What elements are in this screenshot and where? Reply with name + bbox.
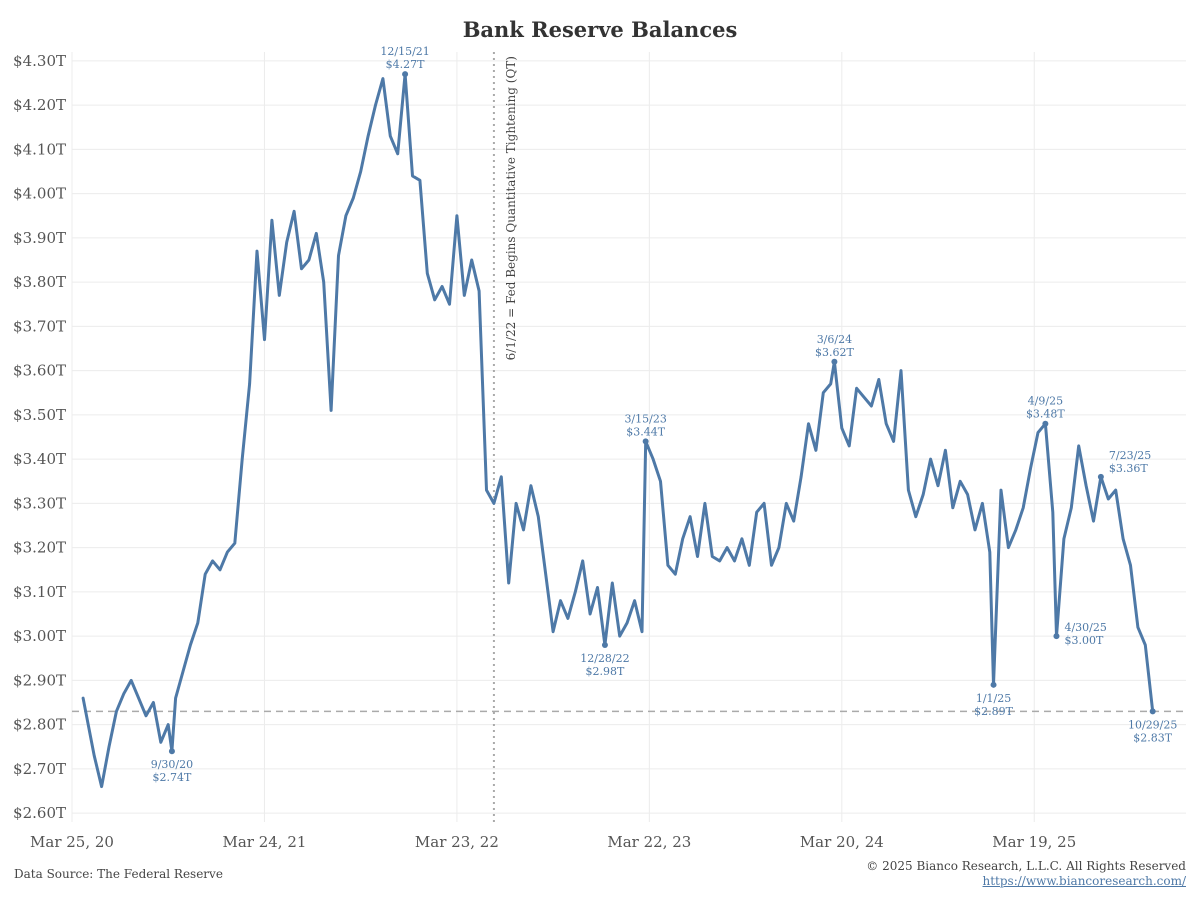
- y-tick-label: $4.00T: [13, 185, 66, 203]
- annotation-point: [1097, 473, 1104, 480]
- chart-title: Bank Reserve Balances: [463, 17, 738, 42]
- y-tick-label: $3.90T: [13, 229, 66, 247]
- x-tick-label: Mar 20, 24: [800, 833, 884, 851]
- x-tick-label: Mar 23, 22: [415, 833, 499, 851]
- annotation-value: $2.83T: [1133, 731, 1172, 744]
- annotation-value: $3.36T: [1109, 462, 1148, 475]
- annotation-date: 12/15/21: [380, 45, 429, 58]
- annotation-date: 4/9/25: [1028, 395, 1063, 408]
- annotation-value: $3.44T: [626, 425, 665, 438]
- annotation-point: [831, 358, 838, 365]
- x-tick-label: Mar 25, 20: [30, 833, 114, 851]
- y-tick-label: $4.30T: [13, 52, 66, 70]
- annotation-point: [1053, 633, 1060, 640]
- grid-layer: [71, 52, 1186, 822]
- annotation-date: 10/29/25: [1128, 718, 1177, 731]
- y-tick-label: $3.40T: [13, 450, 66, 468]
- annotation-point: [601, 641, 608, 648]
- annotation-date: 4/30/25: [1064, 621, 1106, 634]
- y-tick-label: $4.20T: [13, 96, 66, 114]
- annotation-date: 7/23/25: [1109, 449, 1151, 462]
- y-tick-label: $3.20T: [13, 539, 66, 557]
- website-link[interactable]: https://www.biancoresearch.com/: [982, 874, 1186, 888]
- annotation-value: $2.74T: [153, 771, 192, 784]
- y-tick-label: $2.80T: [13, 716, 66, 734]
- x-axis-ticks: Mar 25, 20 Mar 24, 21 Mar 23, 22 Mar 22, 23…: [30, 833, 1076, 851]
- y-tick-label: $3.50T: [13, 406, 66, 424]
- annotation-value: $3.00T: [1064, 634, 1103, 647]
- y-tick-label: $3.80T: [13, 273, 66, 291]
- series-line-reserve-balances: [81, 72, 1155, 789]
- y-tick-label: $3.70T: [13, 317, 66, 335]
- annotation-point: [1149, 708, 1156, 715]
- annotation-date: 12/28/22: [580, 652, 629, 665]
- annotation-date: 1/1/25: [976, 692, 1011, 705]
- annotation-point: [1042, 420, 1049, 427]
- y-tick-label: $2.90T: [13, 671, 66, 689]
- annotation-point: [402, 71, 409, 78]
- y-tick-label: $4.10T: [13, 140, 66, 158]
- y-tick-label: $3.10T: [13, 583, 66, 601]
- annotation-date: 3/15/23: [624, 412, 666, 425]
- y-tick-label: $3.60T: [13, 362, 66, 380]
- reference-lines: 6/1/22 = Fed Begins Quantitative Tighten…: [72, 52, 1186, 822]
- annotation-value: $3.48T: [1026, 408, 1065, 421]
- annotation-value: $4.27T: [386, 58, 425, 71]
- annotations: 9/30/20$2.74T 12/15/21$4.27T 12/28/22$2.98…: [151, 45, 1178, 784]
- y-tick-label: $3.00T: [13, 627, 66, 645]
- annotation-date: 9/30/20: [151, 758, 193, 771]
- y-axis-ticks: $2.60T $2.70T $2.80T $2.90T $3.00T $3.10T $3.2…: [13, 52, 66, 822]
- annotation-point: [642, 438, 649, 445]
- y-tick-label: $2.70T: [13, 760, 66, 778]
- data-source: Data Source: The Federal Reserve: [14, 867, 223, 881]
- annotation-value: $2.98T: [586, 665, 625, 678]
- copyright: © 2025 Bianco Research, L.L.C. All Right…: [866, 859, 1186, 873]
- website-link-wrap: https://www.biancoresearch.com/: [982, 874, 1186, 888]
- annotation-value: $2.89T: [974, 705, 1013, 718]
- annotation-value: $3.62T: [815, 346, 854, 359]
- qt-start-label: 6/1/22 = Fed Begins Quantitative Tighten…: [504, 56, 518, 360]
- x-tick-label: Mar 22, 23: [607, 833, 691, 851]
- x-tick-label: Mar 19, 25: [992, 833, 1076, 851]
- annotation-date: 3/6/24: [817, 333, 852, 346]
- x-tick-label: Mar 24, 21: [222, 833, 306, 851]
- y-tick-label: $2.60T: [13, 804, 66, 822]
- annotation-point: [168, 748, 175, 755]
- y-tick-label: $3.30T: [13, 494, 66, 512]
- annotation-point: [990, 681, 997, 688]
